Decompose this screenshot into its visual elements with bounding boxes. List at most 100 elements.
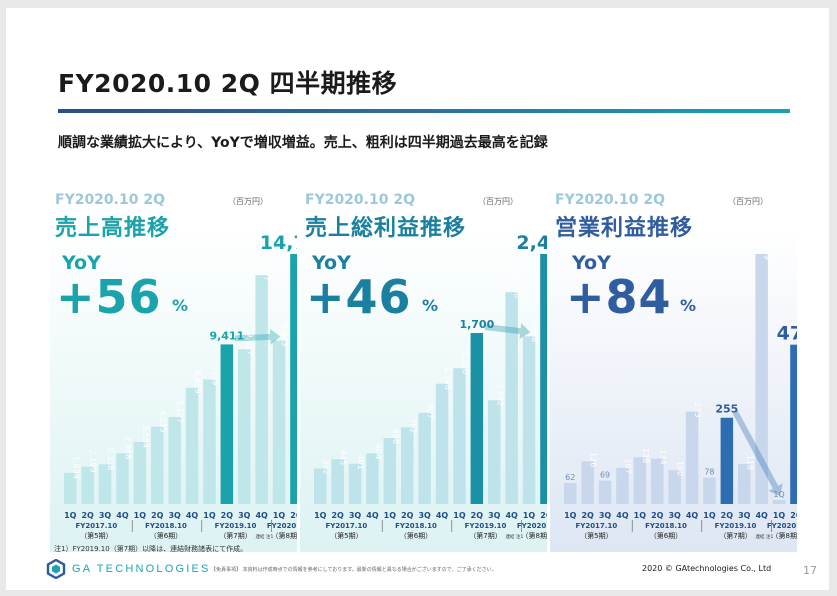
bar-value-label: 762	[408, 418, 417, 433]
quarter-tick-label: 4Q	[116, 511, 129, 520]
quarter-tick-label: 2Q	[331, 511, 344, 520]
bar-value-label: 2,106	[513, 275, 522, 298]
bar	[651, 458, 664, 504]
bar-value-label: 1Q	[773, 490, 784, 499]
bar	[453, 368, 466, 504]
bar	[314, 468, 327, 504]
bar-value-label: 78	[704, 468, 714, 477]
bar-value-label: 13,497	[263, 253, 272, 281]
company-logo: GA TECHNOLOGIES	[46, 559, 211, 579]
yoy-value: +46	[306, 270, 412, 324]
bar	[168, 417, 181, 504]
bar-value-label: 138	[641, 448, 650, 463]
consolidated-note: 連結 注1	[506, 533, 524, 540]
bar	[98, 464, 112, 504]
bar-value-label: 5,127	[176, 400, 185, 423]
trend-arrow-icon	[732, 410, 783, 496]
bar	[685, 411, 699, 504]
bar	[564, 483, 577, 504]
fiscal-period-label: （第7期）	[219, 531, 251, 540]
highlight-bar	[290, 254, 297, 504]
bar-value-label: 401	[356, 454, 365, 469]
yoy-label: YoY	[312, 252, 351, 274]
fiscal-period-label: （第8期）	[772, 531, 797, 540]
highlight-bar	[720, 417, 734, 504]
panel-title: 営業利益推移	[555, 216, 694, 241]
quarter-tick-label: 2Q	[540, 511, 547, 520]
panel-period: FY2020.10 2Q	[55, 192, 165, 208]
bar	[348, 463, 362, 504]
quarter-tick-label: 2Q	[471, 511, 484, 520]
bar-value-label: 255	[715, 403, 738, 416]
bar	[383, 438, 397, 504]
quarter-tick-label: 1Q	[773, 511, 786, 520]
bar	[488, 400, 501, 504]
quarter-tick-label: 1Q	[564, 511, 577, 520]
bar-value-label: 9,127	[245, 332, 254, 355]
bar	[738, 464, 751, 504]
panel-title: 売上総利益推移	[305, 216, 467, 241]
bar	[418, 412, 431, 504]
fiscal-year-label: FY2018.10	[145, 522, 187, 530]
fiscal-period-label: （第5期）	[330, 531, 362, 540]
revenue-chart: 1,834 2,199 2,338 2,988 3,654 4,555 5,127 6,859…	[64, 232, 297, 540]
trend-arrow-icon	[484, 323, 531, 340]
fiscal-year-label: FY2019.10	[215, 522, 257, 530]
bar-value-label: 134	[658, 449, 667, 464]
bar-value-label: 2,199	[89, 450, 98, 473]
fiscal-year-label: FY2017.10	[75, 522, 117, 530]
bar	[185, 387, 199, 504]
yoy-value: +56	[56, 270, 162, 324]
quarter-tick-label: 4Q	[366, 511, 379, 520]
bar-value-label: 1,700	[459, 318, 494, 331]
bar-value-label: 504	[373, 444, 382, 459]
gross-profit-panel: 352 445 401 504 656 762 907 1,196 1,350 1,700 1,03…	[300, 182, 547, 552]
quarter-tick-label: 4Q	[255, 511, 268, 520]
bar	[598, 480, 612, 504]
quarter-tick-label: 4Q	[616, 511, 629, 520]
fiscal-period-label: （第8期）	[272, 531, 297, 540]
yoy-unit: %	[172, 296, 189, 315]
quarter-tick-label: 1Q	[203, 511, 216, 520]
bar	[703, 477, 716, 504]
bar	[668, 470, 681, 504]
panel-title: 売上高推移	[55, 216, 171, 241]
bar-value-label: 62	[565, 473, 575, 482]
bar-value-label: 1,350	[460, 351, 469, 374]
bar	[401, 427, 414, 504]
bar-value-label: 1,196	[443, 367, 452, 390]
quarter-tick-label: 1Q	[384, 511, 397, 520]
bar-value-label: 1,032	[495, 383, 504, 406]
bar-value-label: 3,654	[141, 425, 150, 448]
panel-unit: （百万円）	[728, 197, 768, 206]
quarter-tick-label: 4Q	[686, 511, 699, 520]
quarter-tick-label: 2Q	[651, 511, 664, 520]
page-subtitle: 順調な業績拡大により、YoYで増収増益。売上、粗利は四半期過去最高を記録	[58, 135, 548, 151]
quarter-tick-label: 3Q	[599, 511, 612, 520]
bar-value-label: 656	[391, 429, 400, 444]
quarter-tick-label: 4Q	[186, 511, 199, 520]
bar	[505, 292, 518, 504]
yoy-label: YoY	[572, 252, 611, 274]
consolidated-note: 連結 注1	[756, 533, 774, 540]
bar	[366, 453, 379, 504]
quarter-tick-label: 4Q	[755, 511, 768, 520]
quarter-tick-label: 3Q	[668, 511, 681, 520]
bar	[633, 457, 647, 504]
bar-value-label: 352	[321, 459, 330, 474]
bar-value-label: 118	[745, 455, 754, 470]
quarter-tick-label: 2Q	[401, 511, 414, 520]
page-number: 17	[803, 564, 817, 577]
quarter-tick-label: 2Q	[581, 511, 594, 520]
quarter-tick-label: 3Q	[418, 511, 431, 520]
quarter-tick-label: 4Q	[505, 511, 518, 520]
bar-value-label: 2,338	[106, 447, 115, 470]
bar	[81, 466, 94, 504]
quarter-tick-label: 2Q	[81, 511, 94, 520]
yoy-unit: %	[422, 296, 439, 315]
bar-value-label: 2,988	[123, 436, 132, 459]
bar	[755, 254, 768, 504]
bar	[64, 472, 77, 504]
